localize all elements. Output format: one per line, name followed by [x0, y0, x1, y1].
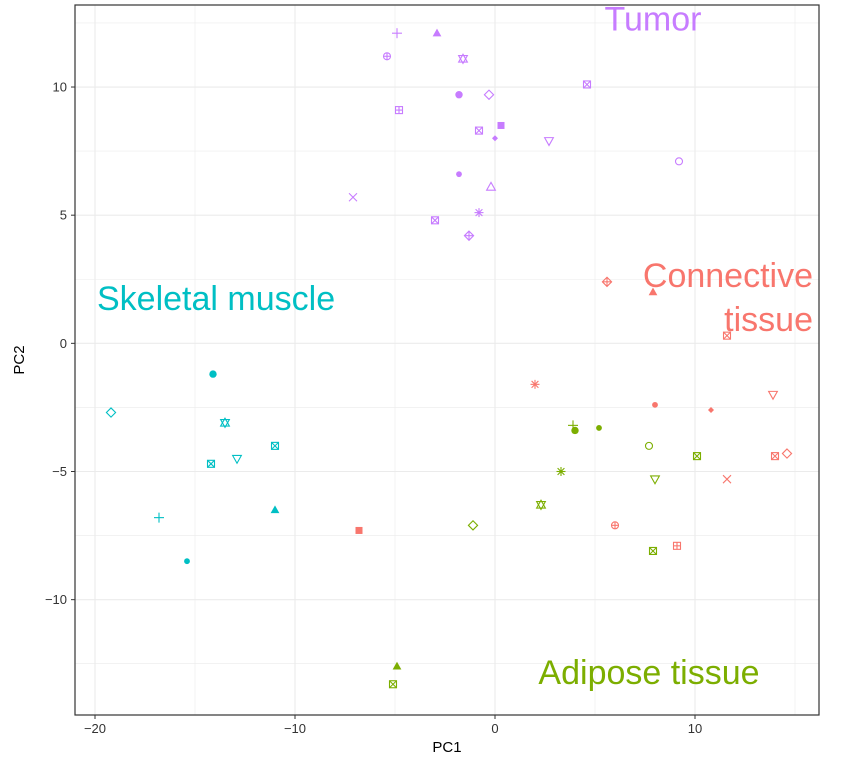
- data-point-adipose-tissue-square-cross: [388, 680, 398, 689]
- data-point-skeletal-muscle-circle-filled: [209, 370, 217, 378]
- data-point-adipose-tissue-star-david: [535, 499, 547, 511]
- group-label-connective-tissue: tissue: [724, 301, 813, 339]
- data-point-tumor-square-cross: [582, 80, 592, 89]
- panel-background: [75, 5, 819, 715]
- data-point-tumor-cross: [348, 192, 358, 202]
- data-point-adipose-tissue-diamond-open: [467, 519, 479, 531]
- x-tick-label: −10: [284, 721, 306, 736]
- data-point-tumor-circle-plus: [382, 52, 392, 61]
- data-point-tumor-square-cross: [474, 126, 484, 135]
- group-label-connective-tissue: Connective: [643, 257, 813, 295]
- series-connective-tissue: [355, 276, 793, 550]
- data-point-tumor-circle-open: [674, 157, 684, 166]
- data-point-connective-tissue-triangle-down-open: [767, 390, 779, 401]
- data-point-skeletal-muscle-plus: [154, 512, 164, 523]
- data-point-connective-tissue-square-plus: [672, 541, 682, 550]
- data-point-adipose-tissue-triangle-down-open: [649, 475, 661, 485]
- data-point-connective-tissue-circle-filled-small: [652, 401, 658, 408]
- data-point-connective-tissue-diamond-open: [781, 448, 793, 459]
- x-axis-ticks: −20 −10 0 10: [84, 715, 702, 736]
- x-tick-label: 10: [688, 721, 702, 736]
- x-axis-title: PC1: [432, 739, 461, 756]
- data-point-tumor-circle-filled-small: [456, 171, 462, 178]
- data-point-connective-tissue-circle-plus: [610, 521, 620, 530]
- data-point-adipose-tissue-circle-filled-small: [596, 425, 602, 431]
- data-points: [105, 28, 793, 689]
- data-point-adipose-tissue-circle-open: [644, 441, 654, 450]
- data-point-adipose-tissue-triangle-filled: [392, 661, 402, 670]
- grid-lines: [75, 5, 819, 715]
- data-point-skeletal-muscle-star-david: [219, 417, 231, 429]
- data-point-tumor-diamond-filled: [492, 135, 498, 142]
- data-point-tumor-circle-filled: [455, 91, 463, 99]
- data-point-skeletal-muscle-square-cross: [206, 459, 216, 468]
- panel-border: [74, 4, 820, 716]
- y-tick-label: 10: [53, 80, 67, 95]
- data-point-tumor-square-plus: [394, 106, 404, 115]
- series-skeletal-muscle: [105, 370, 280, 565]
- data-point-tumor-triangle-filled: [432, 28, 442, 37]
- y-tick-label: 0: [60, 336, 67, 351]
- data-point-tumor-square-cross: [430, 216, 440, 225]
- data-point-skeletal-muscle-diamond-open: [105, 407, 117, 418]
- data-point-connective-tissue-triangle-filled: [648, 287, 658, 296]
- data-point-tumor-asterisk: [474, 208, 484, 218]
- data-point-skeletal-muscle-circle-filled-small: [184, 558, 190, 565]
- y-axis-ticks: −10 −5 0 5 10: [45, 80, 75, 607]
- series-adipose-tissue: [388, 420, 702, 689]
- series-tumor: [348, 28, 684, 242]
- data-point-tumor-diamond-open: [483, 89, 495, 101]
- y-tick-label: 5: [60, 208, 67, 223]
- data-point-connective-tissue-diamond-filled: [708, 406, 714, 413]
- data-point-tumor-square-filled: [497, 121, 505, 129]
- data-point-tumor-triangle-down-open: [543, 137, 555, 147]
- group-label-skeletal-muscle: Skeletal muscle: [97, 280, 335, 318]
- data-point-adipose-tissue-asterisk: [556, 466, 566, 476]
- data-point-connective-tissue-square-cross: [722, 331, 732, 340]
- data-point-connective-tissue-square-cross: [770, 452, 780, 461]
- x-tick-label: −20: [84, 721, 106, 736]
- x-tick-label: 0: [491, 721, 498, 736]
- data-point-tumor-triangle-open: [485, 181, 497, 191]
- data-point-skeletal-muscle-square-cross: [270, 441, 280, 450]
- data-point-adipose-tissue-square-cross: [692, 452, 702, 461]
- group-label-adipose-tissue: Adipose tissue: [538, 654, 759, 692]
- group-labels: Tumor Connective tissue Skeletal muscle Adip…: [97, 1, 813, 693]
- group-label-tumor: Tumor: [605, 1, 702, 39]
- data-point-adipose-tissue-square-cross: [648, 546, 658, 556]
- data-point-connective-tissue-asterisk: [530, 379, 540, 389]
- y-tick-label: −5: [52, 464, 67, 479]
- y-tick-label: −10: [45, 592, 67, 607]
- data-point-connective-tissue-square-filled: [355, 526, 363, 534]
- data-point-connective-tissue-diamond-plus: [601, 276, 613, 288]
- data-point-skeletal-muscle-triangle-filled: [270, 505, 280, 514]
- data-point-connective-tissue-cross: [722, 474, 732, 484]
- data-point-adipose-tissue-circle-filled: [571, 426, 579, 435]
- data-point-skeletal-muscle-triangle-down-open: [231, 454, 243, 465]
- y-axis-title: PC2: [11, 345, 28, 374]
- data-point-tumor-star-david: [457, 53, 469, 65]
- data-point-tumor-diamond-plus: [463, 230, 475, 242]
- data-point-tumor-plus: [392, 28, 402, 39]
